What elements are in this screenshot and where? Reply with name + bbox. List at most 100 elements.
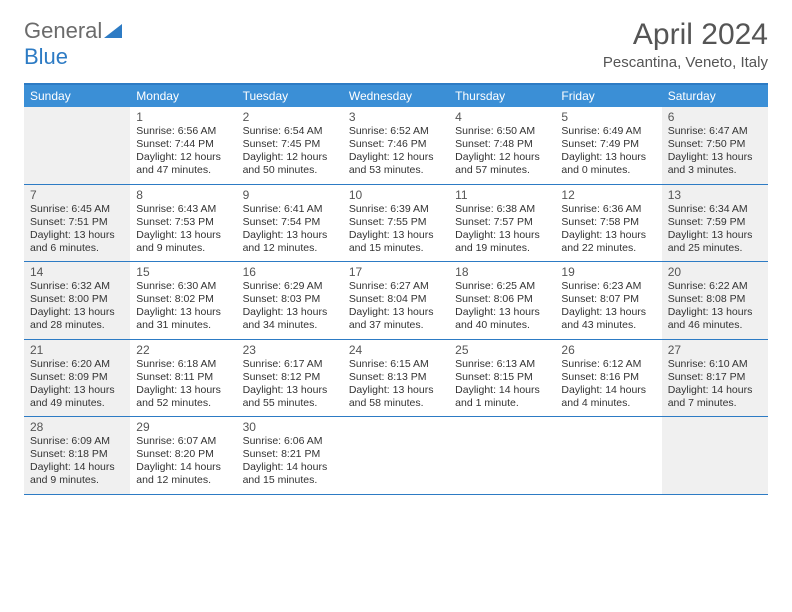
calendar-cell: 30Sunrise: 6:06 AMSunset: 8:21 PMDayligh… [237, 417, 343, 494]
sunset-text: Sunset: 7:58 PM [561, 216, 655, 229]
calendar: Sunday Monday Tuesday Wednesday Thursday… [24, 83, 768, 495]
sunset-text: Sunset: 8:03 PM [243, 293, 337, 306]
calendar-cell: 7Sunrise: 6:45 AMSunset: 7:51 PMDaylight… [24, 185, 130, 262]
calendar-cell: 25Sunrise: 6:13 AMSunset: 8:15 PMDayligh… [449, 340, 555, 417]
week-row: 28Sunrise: 6:09 AMSunset: 8:18 PMDayligh… [24, 417, 768, 495]
daylight-text: Daylight: 14 hours and 7 minutes. [668, 384, 762, 410]
calendar-cell [343, 417, 449, 494]
day-number: 4 [455, 110, 549, 124]
sunset-text: Sunset: 7:44 PM [136, 138, 230, 151]
day-number: 15 [136, 265, 230, 279]
sunrise-text: Sunrise: 6:12 AM [561, 358, 655, 371]
sunrise-text: Sunrise: 6:06 AM [243, 435, 337, 448]
calendar-cell: 9Sunrise: 6:41 AMSunset: 7:54 PMDaylight… [237, 185, 343, 262]
day-number: 22 [136, 343, 230, 357]
sunset-text: Sunset: 8:08 PM [668, 293, 762, 306]
daylight-text: Daylight: 13 hours and 22 minutes. [561, 229, 655, 255]
day-number: 1 [136, 110, 230, 124]
sunset-text: Sunset: 8:09 PM [30, 371, 124, 384]
sunrise-text: Sunrise: 6:45 AM [30, 203, 124, 216]
day-number: 6 [668, 110, 762, 124]
calendar-cell: 22Sunrise: 6:18 AMSunset: 8:11 PMDayligh… [130, 340, 236, 417]
sunrise-text: Sunrise: 6:25 AM [455, 280, 549, 293]
day-number: 19 [561, 265, 655, 279]
daylight-text: Daylight: 12 hours and 53 minutes. [349, 151, 443, 177]
daylight-text: Daylight: 13 hours and 43 minutes. [561, 306, 655, 332]
day-number: 9 [243, 188, 337, 202]
sunset-text: Sunset: 7:54 PM [243, 216, 337, 229]
sunset-text: Sunset: 7:57 PM [455, 216, 549, 229]
daylight-text: Daylight: 13 hours and 31 minutes. [136, 306, 230, 332]
daylight-text: Daylight: 13 hours and 25 minutes. [668, 229, 762, 255]
day-number: 14 [30, 265, 124, 279]
sunrise-text: Sunrise: 6:52 AM [349, 125, 443, 138]
daylight-text: Daylight: 13 hours and 49 minutes. [30, 384, 124, 410]
daylight-text: Daylight: 14 hours and 4 minutes. [561, 384, 655, 410]
sunrise-text: Sunrise: 6:20 AM [30, 358, 124, 371]
day-number: 17 [349, 265, 443, 279]
page: General Blue April 2024 Pescantina, Vene… [0, 0, 792, 513]
daylight-text: Daylight: 13 hours and 34 minutes. [243, 306, 337, 332]
sunset-text: Sunset: 8:04 PM [349, 293, 443, 306]
calendar-cell [555, 417, 661, 494]
day-header-tuesday: Tuesday [237, 85, 343, 107]
calendar-cell: 6Sunrise: 6:47 AMSunset: 7:50 PMDaylight… [662, 107, 768, 184]
daylight-text: Daylight: 13 hours and 28 minutes. [30, 306, 124, 332]
sunrise-text: Sunrise: 6:10 AM [668, 358, 762, 371]
daylight-text: Daylight: 14 hours and 9 minutes. [30, 461, 124, 487]
day-number: 23 [243, 343, 337, 357]
daylight-text: Daylight: 13 hours and 58 minutes. [349, 384, 443, 410]
sunset-text: Sunset: 7:53 PM [136, 216, 230, 229]
daylight-text: Daylight: 13 hours and 52 minutes. [136, 384, 230, 410]
sunset-text: Sunset: 7:48 PM [455, 138, 549, 151]
calendar-cell: 8Sunrise: 6:43 AMSunset: 7:53 PMDaylight… [130, 185, 236, 262]
day-number: 10 [349, 188, 443, 202]
day-number: 12 [561, 188, 655, 202]
calendar-cell: 1Sunrise: 6:56 AMSunset: 7:44 PMDaylight… [130, 107, 236, 184]
sunrise-text: Sunrise: 6:56 AM [136, 125, 230, 138]
day-header-thursday: Thursday [449, 85, 555, 107]
sunset-text: Sunset: 8:12 PM [243, 371, 337, 384]
daylight-text: Daylight: 13 hours and 9 minutes. [136, 229, 230, 255]
calendar-cell [449, 417, 555, 494]
sunset-text: Sunset: 8:15 PM [455, 371, 549, 384]
sunset-text: Sunset: 8:06 PM [455, 293, 549, 306]
month-title: April 2024 [603, 18, 768, 52]
daylight-text: Daylight: 14 hours and 15 minutes. [243, 461, 337, 487]
day-number: 28 [30, 420, 124, 434]
sunrise-text: Sunrise: 6:50 AM [455, 125, 549, 138]
daylight-text: Daylight: 12 hours and 47 minutes. [136, 151, 230, 177]
calendar-cell: 16Sunrise: 6:29 AMSunset: 8:03 PMDayligh… [237, 262, 343, 339]
sunset-text: Sunset: 8:20 PM [136, 448, 230, 461]
daylight-text: Daylight: 13 hours and 6 minutes. [30, 229, 124, 255]
week-row: 7Sunrise: 6:45 AMSunset: 7:51 PMDaylight… [24, 185, 768, 263]
day-number: 13 [668, 188, 762, 202]
day-number: 16 [243, 265, 337, 279]
calendar-cell: 3Sunrise: 6:52 AMSunset: 7:46 PMDaylight… [343, 107, 449, 184]
day-number: 24 [349, 343, 443, 357]
day-number: 20 [668, 265, 762, 279]
location: Pescantina, Veneto, Italy [603, 54, 768, 71]
sunrise-text: Sunrise: 6:23 AM [561, 280, 655, 293]
sunset-text: Sunset: 8:13 PM [349, 371, 443, 384]
sunrise-text: Sunrise: 6:27 AM [349, 280, 443, 293]
sunset-text: Sunset: 8:07 PM [561, 293, 655, 306]
day-header-saturday: Saturday [662, 85, 768, 107]
calendar-cell: 13Sunrise: 6:34 AMSunset: 7:59 PMDayligh… [662, 185, 768, 262]
day-header-sunday: Sunday [24, 85, 130, 107]
day-number: 7 [30, 188, 124, 202]
day-header-wednesday: Wednesday [343, 85, 449, 107]
daylight-text: Daylight: 13 hours and 0 minutes. [561, 151, 655, 177]
day-number: 5 [561, 110, 655, 124]
sunrise-text: Sunrise: 6:34 AM [668, 203, 762, 216]
week-row: 14Sunrise: 6:32 AMSunset: 8:00 PMDayligh… [24, 262, 768, 340]
sunset-text: Sunset: 7:50 PM [668, 138, 762, 151]
sunrise-text: Sunrise: 6:54 AM [243, 125, 337, 138]
sunrise-text: Sunrise: 6:41 AM [243, 203, 337, 216]
sunrise-text: Sunrise: 6:30 AM [136, 280, 230, 293]
day-number: 30 [243, 420, 337, 434]
day-number: 21 [30, 343, 124, 357]
day-number: 29 [136, 420, 230, 434]
logo-text: General Blue [24, 18, 122, 70]
sunset-text: Sunset: 8:17 PM [668, 371, 762, 384]
